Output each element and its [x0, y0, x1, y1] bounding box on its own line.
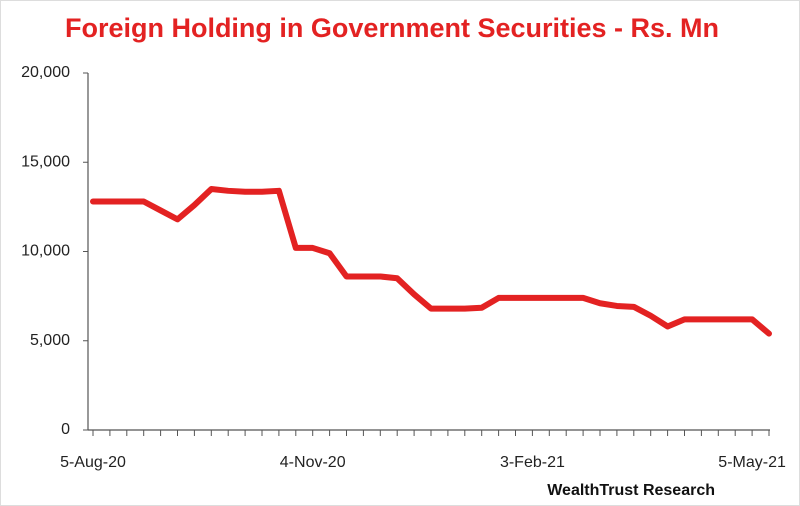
y-tick-label: 10,000 [21, 243, 70, 260]
y-tick-label: 20,000 [21, 64, 70, 81]
y-tick-label: 0 [61, 421, 70, 438]
y-tick-label: 5,000 [30, 332, 70, 349]
source: WealthTrust Research [547, 482, 715, 499]
x-tick-label: 4-Nov-20 [280, 454, 346, 471]
y-tick-label: 15,000 [21, 153, 70, 170]
x-tick-label: 3-Feb-21 [500, 454, 565, 471]
data-line [90, 186, 772, 337]
x-tick-label: 5-May-21 [718, 454, 786, 471]
chart-title: Foreign Holding in Government Securities… [65, 13, 719, 43]
x-tick-label: 5-Aug-20 [60, 454, 126, 471]
